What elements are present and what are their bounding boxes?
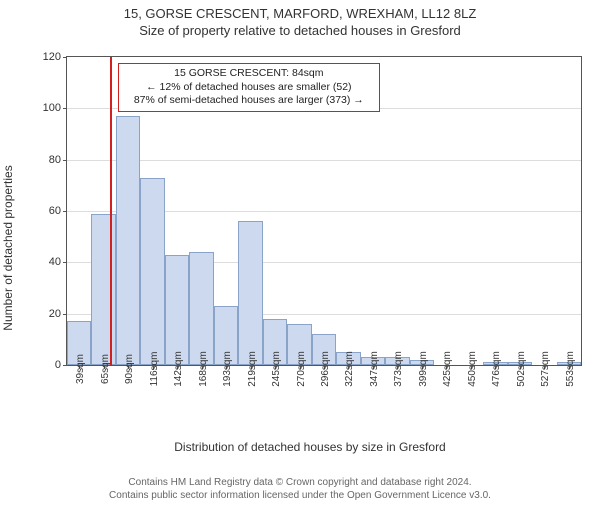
x-tick-label: 270sqm [296, 351, 307, 387]
annotation-box: 15 GORSE CRESCENT: 84sqm← 12% of detache… [118, 63, 380, 112]
chart-container: Number of detached properties 0204060801… [30, 48, 590, 448]
grid-line [67, 160, 581, 161]
y-tick-mark [63, 262, 67, 263]
y-tick-label: 100 [43, 102, 61, 114]
histogram-bar [116, 116, 140, 365]
x-tick-label: 502sqm [516, 351, 527, 387]
footer-line-1: Contains HM Land Registry data © Crown c… [109, 477, 491, 490]
y-tick-mark [63, 108, 67, 109]
histogram-bar [189, 252, 213, 365]
histogram-bar [165, 255, 189, 365]
x-tick-label: 296sqm [320, 351, 331, 387]
x-tick-label: 245sqm [271, 351, 282, 387]
y-tick-mark [63, 160, 67, 161]
plot-area: 02040608010012039sqm65sqm90sqm116sqm142s… [66, 56, 582, 366]
annotation-line: ← 12% of detached houses are smaller (52… [125, 81, 373, 95]
x-tick-label: 553sqm [565, 351, 576, 387]
x-tick-label: 399sqm [418, 351, 429, 387]
x-tick-label: 450sqm [467, 351, 478, 387]
y-axis-label: Number of detached properties [1, 165, 15, 330]
y-tick-mark [63, 365, 67, 366]
y-tick-mark [63, 314, 67, 315]
x-axis-label: Distribution of detached houses by size … [174, 440, 445, 454]
y-tick-label: 0 [55, 359, 61, 371]
x-tick-label: 373sqm [393, 351, 404, 387]
footer-attribution: Contains HM Land Registry data © Crown c… [109, 477, 491, 502]
histogram-bar [140, 178, 164, 365]
property-marker-line [110, 57, 112, 365]
footer-line-2: Contains public sector information licen… [109, 490, 491, 503]
x-tick-label: 347sqm [369, 351, 380, 387]
y-tick-label: 120 [43, 51, 61, 63]
histogram-bar [238, 221, 262, 365]
x-tick-label: 219sqm [247, 351, 258, 387]
histogram-bar [91, 214, 115, 365]
x-tick-label: 527sqm [540, 351, 551, 387]
y-tick-label: 80 [49, 154, 61, 166]
y-tick-label: 20 [49, 308, 61, 320]
x-tick-label: 322sqm [344, 351, 355, 387]
x-tick-label: 425sqm [442, 351, 453, 387]
x-tick-label: 39sqm [75, 354, 86, 384]
x-tick-label: 476sqm [491, 351, 502, 387]
x-tick-label: 116sqm [149, 352, 160, 387]
title-sub: Size of property relative to detached ho… [0, 23, 600, 38]
x-tick-label: 90sqm [124, 354, 135, 384]
y-tick-mark [63, 211, 67, 212]
x-tick-label: 193sqm [222, 351, 233, 387]
annotation-line: 15 GORSE CRESCENT: 84sqm [125, 67, 373, 81]
y-tick-mark [63, 57, 67, 58]
y-tick-label: 60 [49, 205, 61, 217]
y-tick-label: 40 [49, 256, 61, 268]
x-tick-label: 142sqm [173, 351, 184, 387]
title-main: 15, GORSE CRESCENT, MARFORD, WREXHAM, LL… [0, 6, 600, 21]
x-tick-label: 168sqm [198, 351, 209, 387]
annotation-line: 87% of semi-detached houses are larger (… [125, 94, 373, 108]
